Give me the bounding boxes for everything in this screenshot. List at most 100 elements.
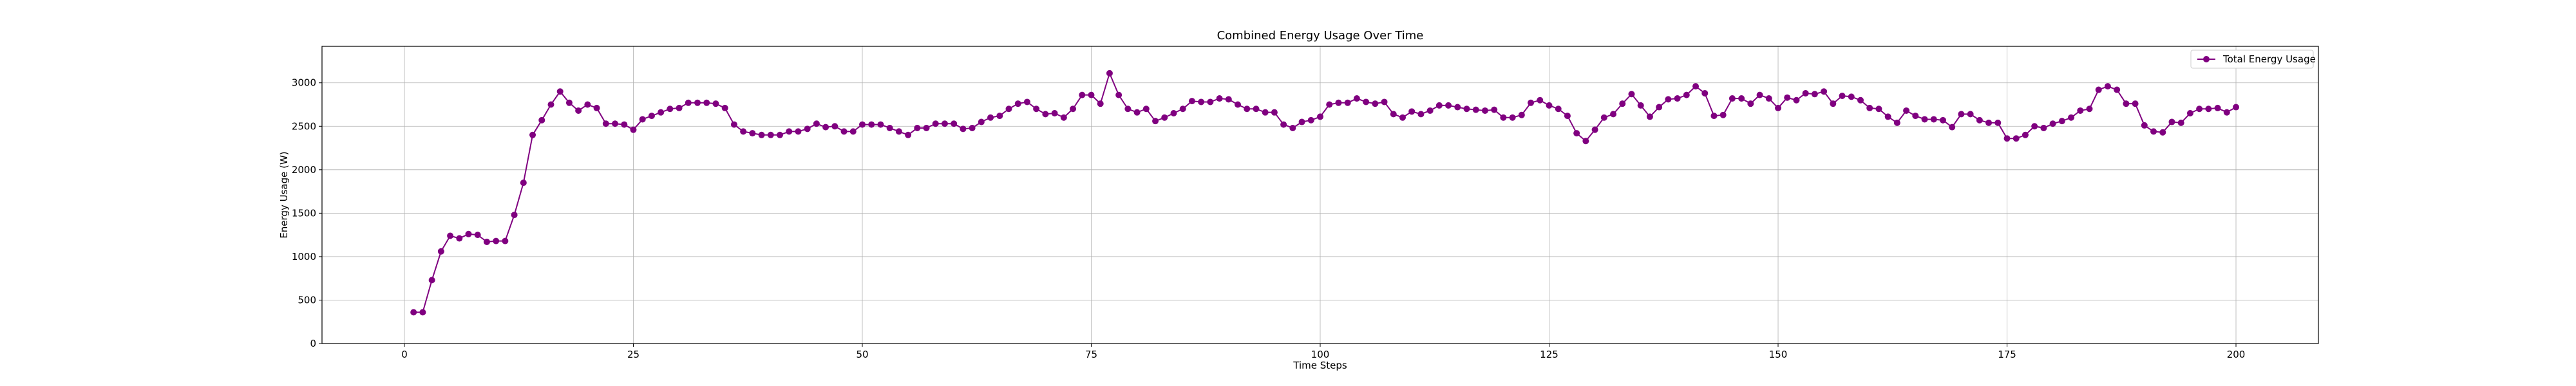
data-point bbox=[1106, 69, 1113, 77]
data-point bbox=[1610, 111, 1617, 118]
data-point bbox=[538, 116, 545, 124]
data-point bbox=[685, 99, 692, 106]
data-point bbox=[1207, 98, 1214, 106]
data-point bbox=[1051, 110, 1058, 117]
data-point bbox=[849, 128, 857, 135]
data-point bbox=[2077, 107, 2084, 114]
data-point bbox=[2177, 119, 2184, 126]
data-point bbox=[1811, 91, 1818, 98]
data-point bbox=[2012, 135, 2020, 142]
data-point bbox=[1042, 111, 1049, 118]
data-point bbox=[1830, 100, 1837, 107]
data-point bbox=[868, 121, 875, 128]
data-point bbox=[1628, 91, 1635, 98]
data-point bbox=[502, 237, 509, 244]
data-point bbox=[804, 125, 811, 133]
data-point bbox=[639, 116, 646, 123]
axes: 0 25 50 75 100 125 150 175 200050010001500200025… bbox=[292, 77, 2246, 360]
data-point bbox=[565, 99, 573, 106]
data-point bbox=[2168, 118, 2175, 125]
data-point bbox=[2003, 135, 2011, 142]
data-point bbox=[840, 128, 848, 135]
legend-box bbox=[2190, 50, 2314, 69]
series-layer bbox=[410, 69, 2240, 316]
data-point bbox=[575, 107, 582, 114]
data-point bbox=[1930, 116, 1937, 123]
data-point bbox=[1435, 102, 1443, 109]
y-tick-label: 0 bbox=[310, 338, 316, 349]
data-point bbox=[1317, 113, 1323, 120]
data-point bbox=[1481, 107, 1488, 114]
data-point bbox=[658, 109, 665, 116]
data-point bbox=[1884, 113, 1891, 120]
data-point bbox=[932, 120, 939, 127]
data-point bbox=[529, 131, 536, 138]
data-point bbox=[1701, 89, 1709, 96]
data-point bbox=[1133, 109, 1141, 116]
data-point bbox=[2058, 118, 2065, 125]
data-point bbox=[740, 128, 747, 135]
data-point bbox=[667, 106, 674, 113]
data-point bbox=[1244, 106, 1251, 113]
data-point bbox=[1023, 98, 1030, 106]
data-point bbox=[1216, 95, 1223, 102]
data-point bbox=[1839, 93, 1846, 99]
y-tick-label: 1500 bbox=[292, 207, 316, 219]
data-point bbox=[1665, 96, 1672, 103]
data-point bbox=[1857, 96, 1864, 104]
data-point bbox=[1903, 107, 1910, 114]
data-point bbox=[2196, 106, 2203, 113]
data-point bbox=[831, 123, 838, 130]
data-point bbox=[1893, 119, 1900, 126]
data-point bbox=[905, 131, 912, 138]
data-point bbox=[1637, 102, 1644, 109]
data-point bbox=[1793, 96, 1800, 104]
data-point bbox=[1939, 116, 1946, 124]
data-point bbox=[621, 121, 628, 128]
data-point bbox=[1518, 111, 1525, 118]
x-tick-label: 50 bbox=[856, 349, 868, 360]
chart-title: Combined Energy Usage Over Time bbox=[1217, 29, 1424, 42]
data-point bbox=[1399, 114, 1406, 121]
data-point bbox=[2104, 83, 2111, 90]
data-point bbox=[1088, 91, 1095, 98]
data-point bbox=[1280, 121, 1287, 128]
data-point bbox=[914, 124, 921, 131]
data-point bbox=[1335, 99, 1342, 106]
x-tick-label: 25 bbox=[627, 349, 639, 360]
data-point bbox=[1994, 119, 2002, 126]
data-point bbox=[1463, 106, 1470, 113]
data-point bbox=[2095, 86, 2102, 93]
data-point bbox=[2086, 106, 2093, 113]
data-point bbox=[1381, 98, 1388, 106]
data-point bbox=[1298, 118, 1305, 125]
data-point bbox=[1591, 126, 1598, 133]
data-point bbox=[1537, 96, 1544, 104]
data-point bbox=[1821, 88, 1828, 95]
data-point bbox=[1188, 98, 1195, 105]
data-point bbox=[493, 237, 500, 244]
data-point bbox=[2233, 104, 2240, 111]
data-point bbox=[1408, 108, 1416, 115]
x-tick-label: 100 bbox=[1311, 349, 1330, 360]
data-point bbox=[1198, 98, 1205, 106]
y-tick-label: 1000 bbox=[292, 251, 316, 262]
data-point bbox=[813, 120, 820, 127]
data-point bbox=[437, 248, 444, 255]
data-point bbox=[2040, 124, 2047, 131]
data-point bbox=[1161, 114, 1168, 121]
data-point bbox=[941, 120, 948, 127]
data-point bbox=[1060, 114, 1067, 121]
x-tick-label: 0 bbox=[401, 349, 408, 360]
data-point bbox=[2022, 131, 2029, 138]
data-point bbox=[1152, 118, 1159, 125]
data-point bbox=[1765, 95, 1772, 102]
data-point bbox=[1656, 104, 1663, 111]
legend: Total Energy Usage bbox=[2190, 50, 2316, 69]
x-tick-label: 150 bbox=[1769, 349, 1788, 360]
data-point bbox=[648, 113, 655, 120]
data-point bbox=[978, 118, 985, 125]
data-point bbox=[1921, 116, 1928, 123]
data-point bbox=[1985, 119, 1993, 126]
data-point bbox=[474, 232, 481, 239]
